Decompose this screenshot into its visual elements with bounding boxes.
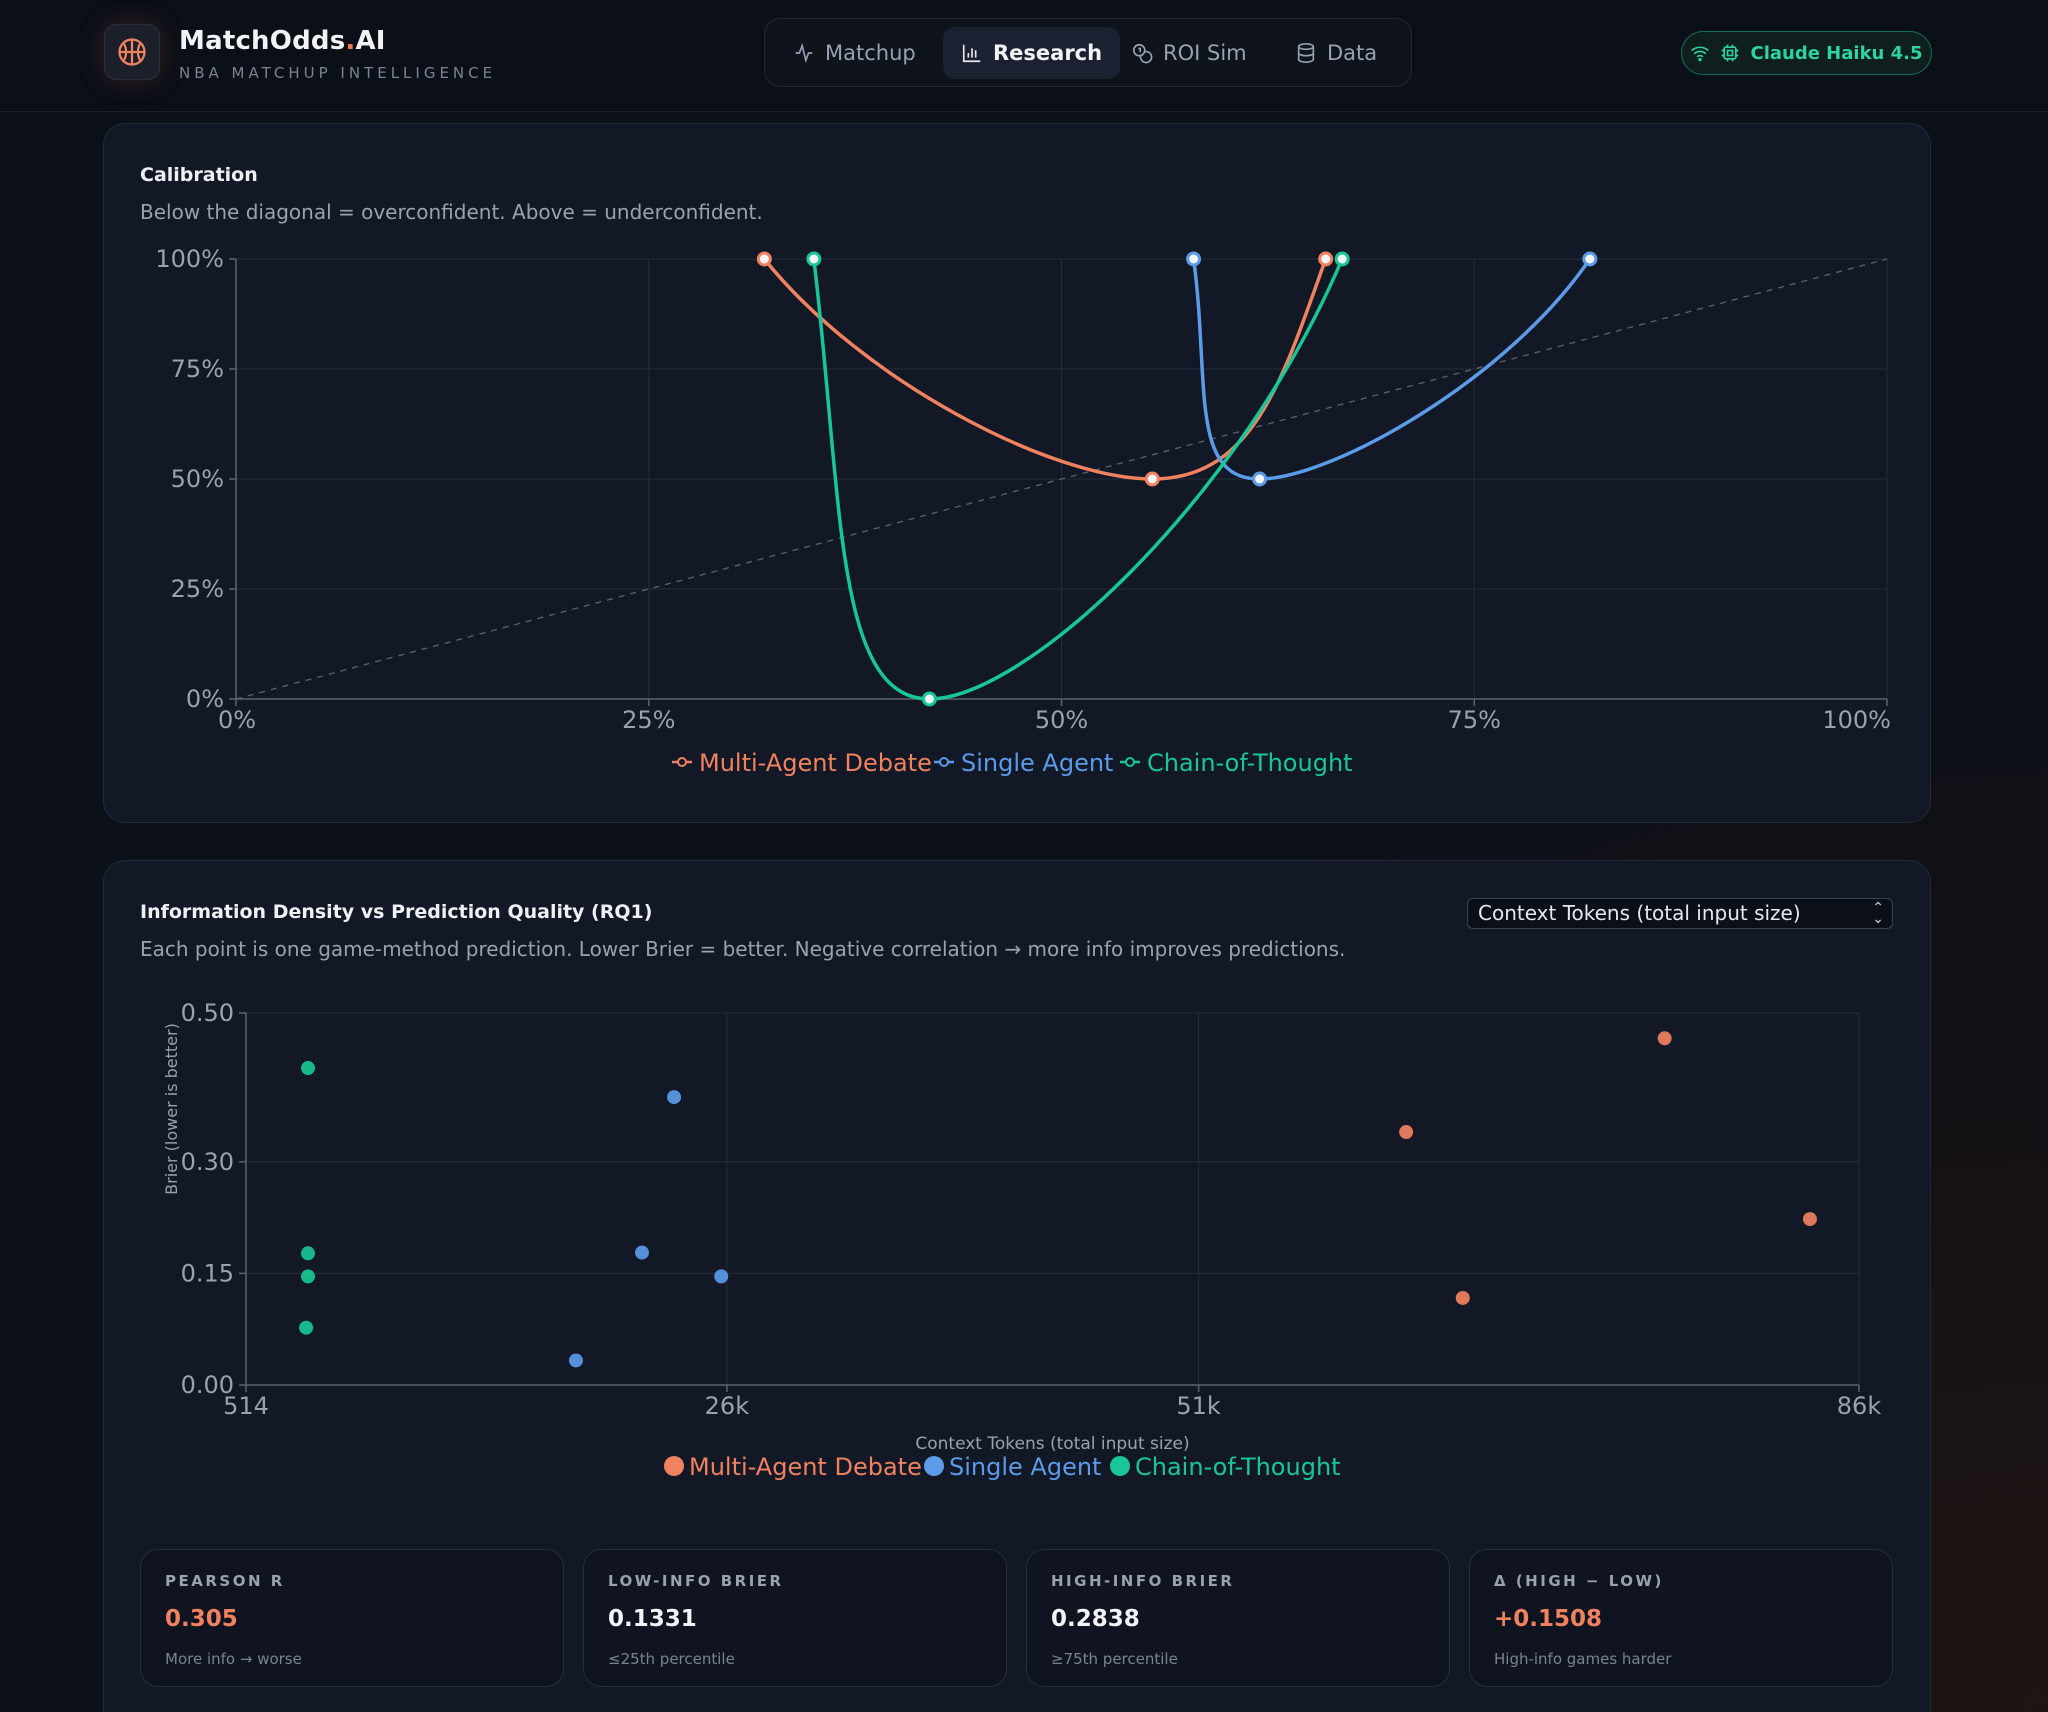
stat-label: Δ (HIGH − LOW) [1494,1572,1664,1590]
density-title: Information Density vs Prediction Qualit… [140,901,653,923]
app-logo[interactable] [104,24,160,80]
stat-note: ≥75th percentile [1051,1650,1178,1668]
bar-chart-icon [962,44,981,63]
stat-note: ≤25th percentile [608,1650,735,1668]
tab-data-label: Data [1327,41,1378,65]
tab-research-label: Research [993,41,1103,65]
metric-select[interactable]: Context Tokens (total input size) ⌃ ⌄ [1467,898,1893,929]
tab-data[interactable]: Data [1277,27,1395,79]
metric-select-value: Context Tokens (total input size) [1478,901,1801,925]
calibration-subtitle: Below the diagonal = overconfident. Abov… [140,200,763,224]
stat-label: HIGH-INFO BRIER [1051,1572,1235,1590]
tab-roi-sim-label: ROI Sim [1163,41,1247,65]
activity-icon [795,42,813,64]
stat-card-delta: Δ (HIGH − LOW) +0.1508 High-info games h… [1469,1549,1893,1687]
stat-value: 0.305 [165,1606,238,1632]
stat-card-high-info: HIGH-INFO BRIER 0.2838 ≥75th percentile [1026,1549,1450,1687]
main-nav: Matchup Research ROI Sim Data [764,18,1412,87]
stat-label: LOW-INFO BRIER [608,1572,784,1590]
stat-value: 0.2838 [1051,1606,1140,1632]
basketball-icon [118,38,146,66]
tab-roi-sim[interactable]: ROI Sim [1113,27,1265,79]
density-subtitle: Each point is one game-method prediction… [140,937,1346,961]
app-title-dot: . [345,26,356,56]
calibration-title: Calibration [140,164,258,186]
stat-note: More info → worse [165,1650,302,1668]
tab-matchup-label: Matchup [825,41,916,65]
stat-card-pearson: PEARSON R 0.305 More info → worse [140,1549,564,1687]
tab-research[interactable]: Research [943,27,1121,79]
wifi-icon [1691,46,1710,62]
calibration-card: Calibration Below the diagonal = overcon… [103,123,1931,823]
chevron-updown-icon: ⌃ ⌄ [1872,900,1884,927]
coins-icon [1132,43,1153,64]
cpu-icon [1722,44,1739,62]
model-badge[interactable]: Claude Haiku 4.5 [1681,31,1932,75]
model-badge-label: Claude Haiku 4.5 [1750,42,1923,64]
top-header: MatchOdds.AI NBA MATCHUP INTELLIGENCE Ma… [0,0,2048,112]
stat-note: High-info games harder [1494,1650,1672,1668]
stat-value: +0.1508 [1494,1606,1603,1632]
database-icon [1297,43,1315,63]
stat-card-low-info: LOW-INFO BRIER 0.1331 ≤25th percentile [583,1549,1007,1687]
stat-label: PEARSON R [165,1572,285,1590]
stat-value: 0.1331 [608,1606,697,1632]
app-title: MatchOdds.AI [179,26,386,56]
tab-matchup[interactable]: Matchup [775,27,934,79]
app-subtitle: NBA MATCHUP INTELLIGENCE [179,64,497,82]
